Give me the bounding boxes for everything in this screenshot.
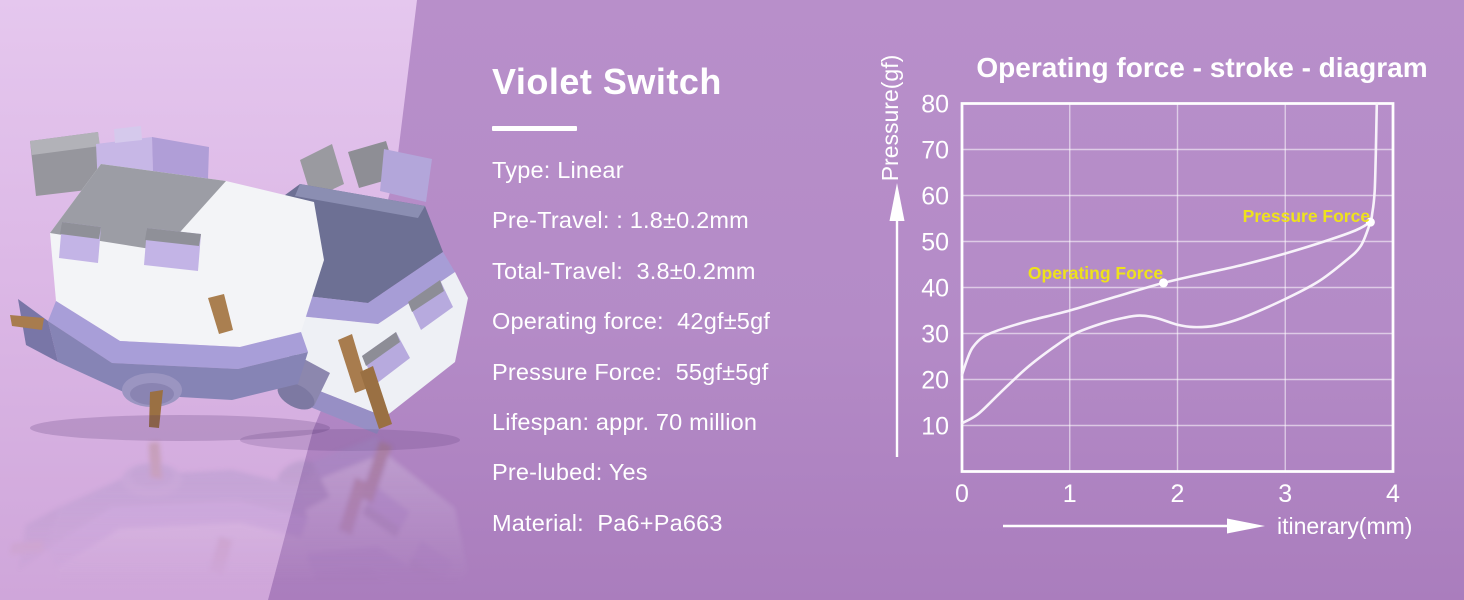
switch-base [48, 321, 308, 400]
chart-title: Operating force - stroke - diagram [976, 52, 1427, 83]
switch-illustration [10, 126, 468, 600]
y-tick-label: 30 [921, 321, 949, 349]
spec-line: Lifespan: appr. 70 million [492, 409, 758, 436]
x-axis-arrow-head [1227, 518, 1265, 534]
annotation-dot [1158, 278, 1168, 288]
annotation-label: Operating Force [1028, 263, 1163, 283]
y-axis-label: Pressure(gf) [877, 55, 903, 182]
y-tick-label: 10 [921, 413, 949, 441]
product-info-panel: Violet Switch Type: Linear Pre-Travel: : … [492, 62, 770, 548]
front-pin [149, 390, 163, 428]
annotation-dot [1365, 217, 1375, 227]
spec-line: Type: Linear [492, 157, 624, 183]
y-axis-arrow-head [889, 183, 905, 221]
switch-pair [10, 126, 468, 434]
x-tick-label: 3 [1278, 480, 1292, 508]
y-tick-label: 80 [921, 91, 949, 119]
x-tick-label: 4 [1386, 480, 1400, 508]
x-axis-label: itinerary(mm) [1277, 513, 1412, 539]
spec-line: Pressure Force: 55gf±5gf [492, 358, 769, 385]
series-line-press [960, 102, 1379, 377]
front-pin [208, 294, 233, 334]
spec-line: Total-Travel: 3.8±0.2mm [492, 257, 756, 284]
spec-line: Pre-Travel: : 1.8±0.2mm [492, 207, 749, 234]
rear-pin [338, 334, 368, 393]
y-tick-label: 70 [921, 137, 949, 165]
y-tick-label: 50 [921, 229, 949, 257]
front-switch [10, 126, 324, 428]
x-tick-label: 2 [1171, 480, 1185, 508]
plot-frame [960, 102, 1395, 473]
spec-list: Type: Linear Pre-Travel: : 1.8±0.2mm Total… [492, 145, 770, 548]
product-title: Violet Switch [492, 61, 722, 102]
spec-line: Material: Pa6+Pa663 [492, 509, 723, 536]
shadow [30, 415, 330, 441]
spec-line: Operating force: 42gf±5gf [492, 308, 771, 335]
y-tick-label: 40 [921, 275, 949, 303]
y-tick-label: 60 [921, 183, 949, 211]
y-tick-label: 20 [921, 367, 949, 395]
annotation-label: Pressure Force [1243, 206, 1371, 226]
spec-line: Pre-lubed: Yes [492, 459, 648, 486]
shadow [240, 429, 460, 451]
title-underline [492, 126, 577, 131]
x-tick-label: 0 [955, 480, 969, 508]
front-pin [10, 315, 44, 330]
rear-pin [360, 366, 392, 429]
series-line-release [960, 220, 1372, 425]
x-tick-label: 1 [1063, 480, 1077, 508]
